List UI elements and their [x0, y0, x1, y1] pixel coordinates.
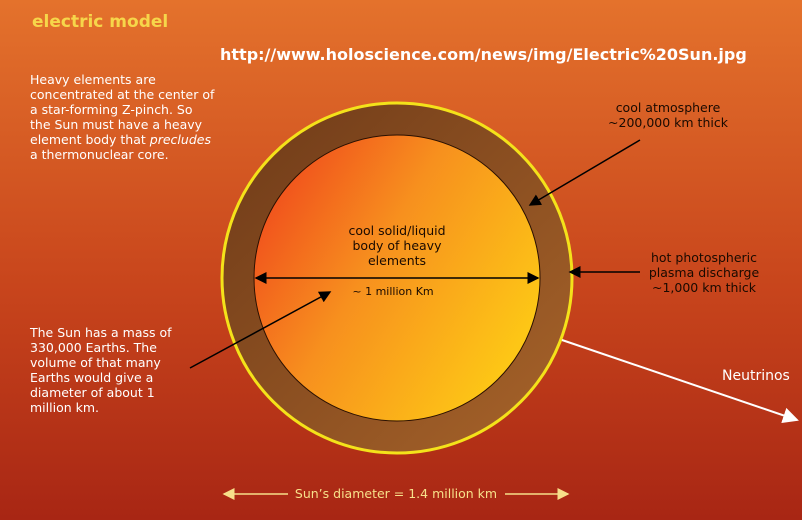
note-line: Heavy elements are	[30, 72, 156, 87]
core-label: cool solid/liquid	[348, 223, 445, 238]
note-line: concentrated at the center of	[30, 87, 215, 102]
diagram: electric model http://www.holoscience.co…	[0, 0, 802, 520]
photosphere-label: ~1,000 km thick	[652, 280, 757, 295]
note-line: the Sun must have a heavy	[30, 117, 203, 132]
note-line: 330,000 Earths. The	[30, 340, 157, 355]
title: electric model	[32, 12, 168, 32]
note-text: element body that	[30, 132, 146, 147]
note-line: a star-forming Z-pinch. So	[30, 102, 193, 117]
note-line: Earths would give a	[30, 370, 153, 385]
diameter-label: Sun’s diameter = 1.4 million km	[295, 486, 497, 501]
note-emphasis: precludes	[149, 132, 212, 147]
core-width-label: ~ 1 million Km	[352, 285, 433, 298]
note-line: volume of that many	[30, 355, 161, 370]
core-label: body of heavy	[353, 238, 443, 253]
note-line: The Sun has a mass of	[29, 325, 172, 340]
source-url: http://www.holoscience.com/news/img/Elec…	[220, 45, 747, 64]
atmosphere-label: ~200,000 km thick	[608, 115, 729, 130]
photosphere-label: hot photospheric	[651, 250, 757, 265]
note-line: million km.	[30, 400, 99, 415]
photosphere-label: plasma discharge	[649, 265, 760, 280]
core-label: elements	[368, 253, 426, 268]
note-line: a thermonuclear core.	[30, 147, 169, 162]
neutrinos-label: Neutrinos	[722, 368, 790, 384]
note-line: diameter of about 1	[30, 385, 155, 400]
atmosphere-label: cool atmosphere	[616, 100, 721, 115]
